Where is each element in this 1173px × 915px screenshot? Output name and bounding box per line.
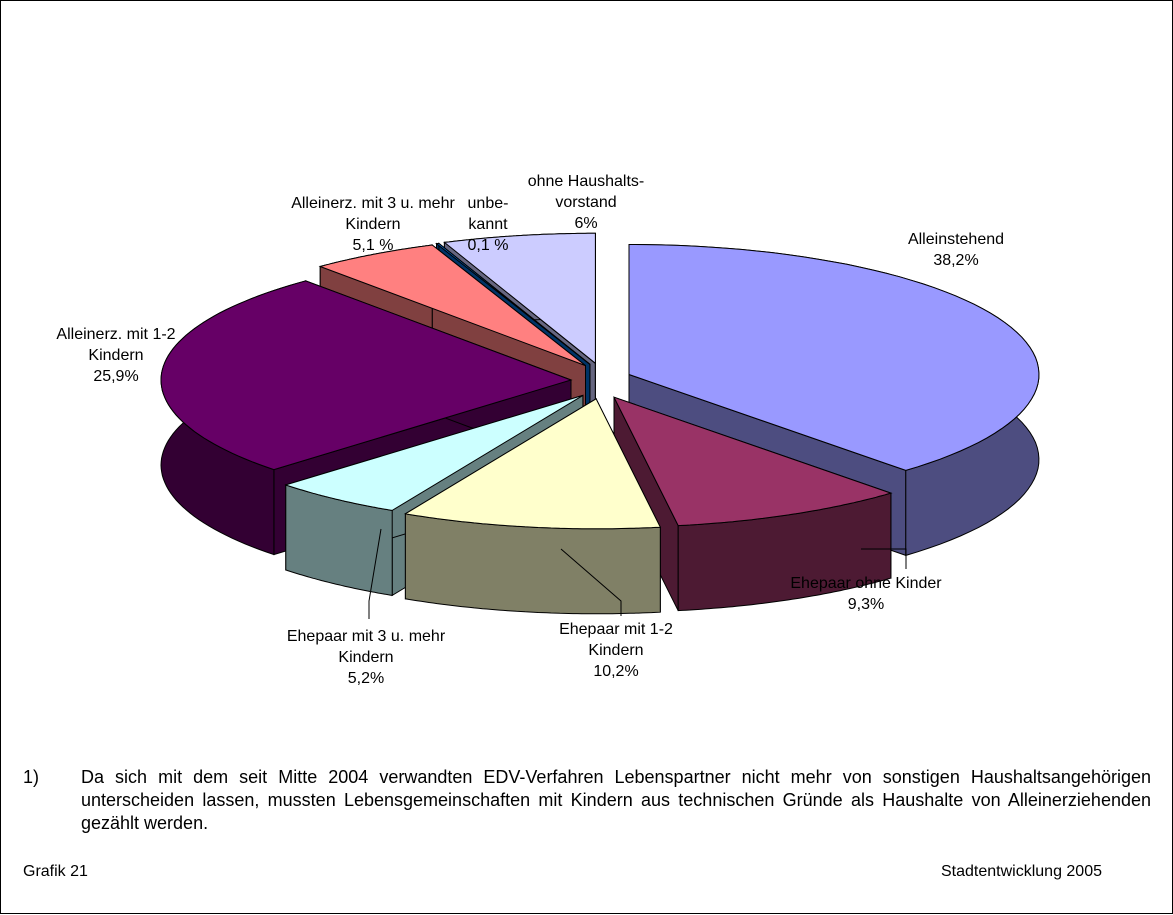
category-label: Alleinerz. mit 1-2 Kindern <box>56 326 176 364</box>
footer-left: Grafik 21 <box>23 863 88 880</box>
slice-label: Alleinerz. mit 3 u. mehr Kindern 5,1 % <box>288 193 458 256</box>
pie-slice <box>404 397 662 615</box>
category-label: Ehepaar mit 1-2 Kindern <box>559 621 673 659</box>
value-label: 10,2% <box>593 663 639 680</box>
category-label: ohne Haushalts-vorstand <box>527 173 645 211</box>
slice-top <box>284 394 584 511</box>
slice-top <box>404 398 662 530</box>
value-label: 6% <box>574 215 598 232</box>
slice-top <box>318 244 586 367</box>
slice-label: Alleinstehend 38,2% <box>856 229 1056 271</box>
category-label: Alleinerz. mit 3 u. mehr Kindern <box>291 195 455 233</box>
slice-label: Ehepaar ohne Kinder 9,3% <box>766 573 966 615</box>
leader-line <box>368 528 382 619</box>
pie-slice <box>613 396 893 612</box>
category-label: Ehepaar mit 3 u. mehr Kindern <box>286 628 446 666</box>
slice-top <box>443 232 596 365</box>
slice-label: ohne Haushalts-vorstand 6% <box>516 171 656 234</box>
value-label: 0,1 % <box>467 237 509 254</box>
slice-top <box>160 280 573 471</box>
footer-right: Stadtentwicklung 2005 <box>941 863 1102 880</box>
slice-label: Ehepaar mit 3 u. mehr Kindern 5,2% <box>266 626 466 689</box>
category-label: Ehepaar ohne Kinder <box>790 575 942 592</box>
slice-top <box>435 242 591 365</box>
slice-label: unbe-kannt 0,1 % <box>464 193 512 256</box>
value-label: 5,1 % <box>352 237 394 254</box>
footnote-marker: 1) <box>23 767 40 787</box>
footnote-text: Da sich mit dem seit Mitte 2004 verwandt… <box>81 767 1151 833</box>
value-label: 25,9% <box>93 368 139 385</box>
value-label: 9,3% <box>847 596 885 613</box>
value-label: 5,2% <box>347 670 385 687</box>
leader-line <box>861 548 907 569</box>
value-label: 38,2% <box>933 252 979 269</box>
slice-label: Ehepaar mit 1-2 Kindern 10,2% <box>541 619 691 682</box>
slice-top <box>628 243 1040 471</box>
category-label: unbe-kannt <box>467 195 509 233</box>
category-label: Alleinstehend <box>907 231 1005 248</box>
slice-label: Alleinerz. mit 1-2 Kindern 25,9% <box>36 324 196 387</box>
footnote: 1) Da sich mit dem seit Mitte 2004 verwa… <box>23 766 1151 835</box>
slice-top <box>613 396 893 527</box>
leader-line <box>560 548 622 616</box>
